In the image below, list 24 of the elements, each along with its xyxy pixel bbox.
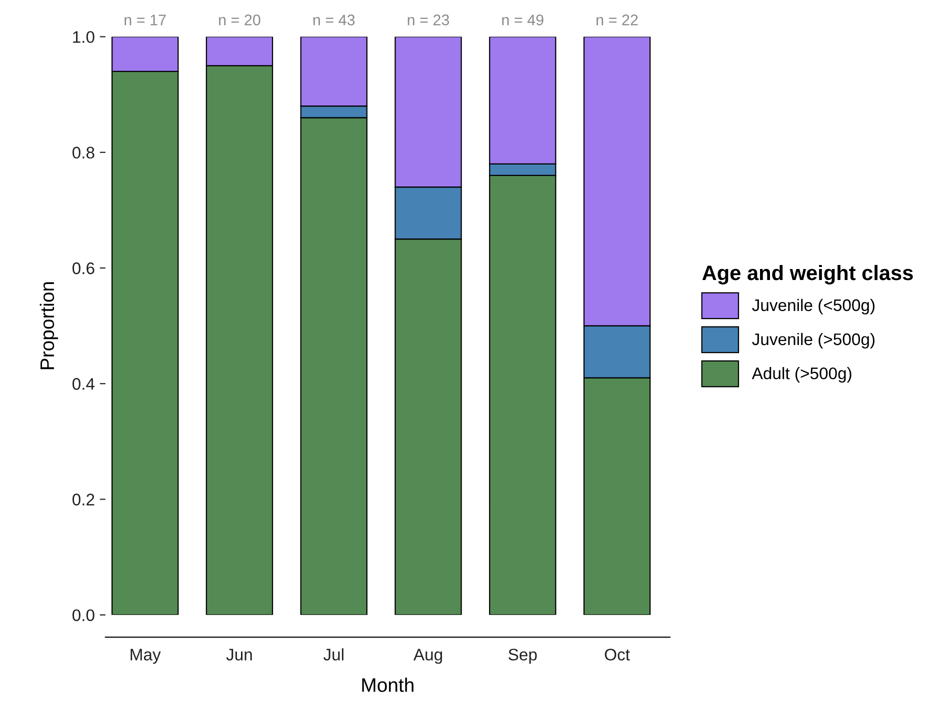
y-tick-label: 1.0 [73, 31, 94, 43]
legend-label: Juvenile (<500g) [752, 298, 874, 314]
y-axis-title: Proportion [40, 282, 58, 370]
legend-title: Age and weight class [702, 264, 913, 284]
x-tick-label: Jun [226, 648, 252, 660]
x-axis-title: Month [362, 678, 414, 692]
annotation: n = 22 [596, 14, 638, 26]
y-tick-label: 0.4 [72, 378, 95, 390]
x-tick-label: Sep [508, 648, 537, 664]
x-tick-label: Aug [413, 648, 442, 664]
y-tick-label: 0.2 [72, 494, 94, 506]
annotation: n = 17 [124, 14, 166, 26]
y-tick-label: 0.8 [72, 146, 94, 159]
y-tick-label: 0.0 [72, 609, 94, 622]
y-tick-label: 0.6 [72, 262, 94, 274]
x-tick-label: Jul [323, 648, 344, 660]
legend-label: Juvenile (>500g) [752, 332, 874, 348]
annotation: n = 23 [408, 14, 450, 26]
annotation: n = 49 [502, 14, 544, 26]
annotation: n = 20 [219, 14, 260, 26]
x-tick-label: Oct [604, 648, 630, 660]
legend-label: Adult (>500g) [752, 367, 852, 383]
x-tick-label: May [130, 648, 161, 664]
annotation: n = 43 [313, 14, 355, 26]
